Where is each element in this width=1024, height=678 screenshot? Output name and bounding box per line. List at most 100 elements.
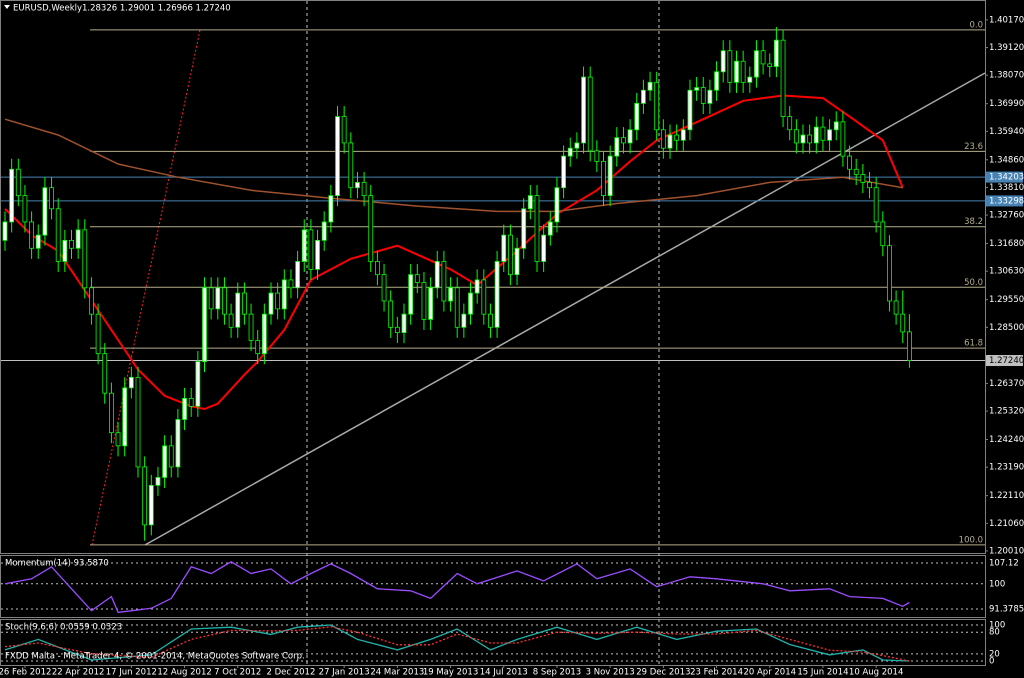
candle-body bbox=[168, 445, 174, 468]
y-tick-label: 1.35940 bbox=[989, 127, 1024, 137]
candle-body bbox=[853, 168, 859, 175]
candle-body bbox=[674, 134, 680, 141]
symbol-title: EURUSD,Weekly bbox=[13, 4, 82, 14]
candle-body bbox=[820, 126, 826, 141]
candle-body bbox=[707, 89, 713, 104]
candle-body bbox=[195, 361, 201, 407]
candle-body bbox=[840, 121, 846, 157]
x-tick-label: 29 Dec 2013 bbox=[636, 668, 690, 678]
y-tick-label: 1.31680 bbox=[989, 239, 1024, 249]
candle-body bbox=[348, 142, 354, 189]
y-tick-label: 1.36990 bbox=[989, 99, 1024, 109]
candle-body bbox=[355, 182, 360, 189]
candle-body bbox=[574, 142, 580, 149]
candle-body bbox=[641, 89, 646, 104]
candle-body bbox=[727, 50, 733, 83]
y-tick-label: 1.26370 bbox=[989, 379, 1024, 389]
candle-body bbox=[634, 103, 640, 131]
candle-body bbox=[388, 300, 394, 328]
y-tick-label: 20 bbox=[989, 649, 1000, 659]
candle-body bbox=[813, 126, 819, 144]
candle-body bbox=[833, 121, 839, 131]
indicator-label: Stoch(9,6,6) 0.0559 0.0323 bbox=[5, 623, 122, 633]
y-tick-label: 1.30630 bbox=[989, 267, 1024, 277]
indicator-line bbox=[4, 624, 910, 662]
fibo-label: 38.2 bbox=[964, 217, 983, 227]
candle-body bbox=[780, 39, 786, 117]
indicator-line bbox=[4, 118, 903, 213]
candle-body bbox=[315, 239, 320, 270]
candle-body bbox=[767, 63, 773, 67]
indicator-line bbox=[4, 94, 904, 411]
candle-body bbox=[301, 229, 307, 262]
candle-body bbox=[621, 137, 626, 144]
candle-body bbox=[15, 168, 21, 197]
y-tick-label: 91.3785 bbox=[989, 604, 1024, 614]
candle-body bbox=[321, 221, 327, 241]
candle-body bbox=[740, 60, 746, 83]
candle-body bbox=[481, 279, 487, 315]
candle-body bbox=[893, 300, 899, 315]
candle-body bbox=[793, 129, 799, 144]
x-tick-label: 15 Jun 2014 bbox=[797, 668, 848, 678]
candle-body bbox=[454, 287, 460, 328]
candle-body bbox=[148, 484, 154, 526]
candle-body bbox=[261, 313, 267, 355]
candle-body bbox=[800, 134, 806, 144]
menu-arrow[interactable] bbox=[4, 5, 10, 9]
y-tick-label: 100 bbox=[989, 621, 1005, 631]
y-tick-label: 80 bbox=[989, 628, 1000, 638]
y-tick-label: 1.20010 bbox=[989, 546, 1024, 556]
candle-body bbox=[754, 50, 759, 78]
candle-body bbox=[734, 60, 739, 83]
candle-body bbox=[175, 419, 181, 468]
candle-body bbox=[774, 39, 779, 67]
candle-body bbox=[82, 229, 88, 289]
candle-body bbox=[541, 234, 547, 262]
candle-body bbox=[328, 195, 334, 223]
candle-body bbox=[907, 331, 912, 361]
candle-body bbox=[860, 174, 866, 183]
candle-body bbox=[421, 282, 427, 320]
candle-body bbox=[401, 313, 407, 333]
candle-body bbox=[468, 292, 473, 315]
candle-body bbox=[215, 287, 221, 310]
candle-body bbox=[441, 261, 447, 302]
candle-body bbox=[202, 287, 207, 362]
fibo-label: 100.0 bbox=[959, 535, 983, 545]
candle-body bbox=[295, 261, 301, 289]
x-tick-label: 26 Feb 2012 bbox=[0, 668, 51, 678]
y-tick-label: 100 bbox=[989, 579, 1005, 589]
candle-body bbox=[594, 150, 600, 162]
y-tick-label: 1.23190 bbox=[989, 463, 1024, 473]
candle-body bbox=[867, 182, 872, 189]
price-label: 1.34203 bbox=[989, 173, 1024, 183]
candle-body bbox=[75, 229, 81, 249]
candle-body bbox=[607, 155, 613, 197]
y-tick-label: 1.25320 bbox=[989, 407, 1024, 417]
stoch-panel bbox=[0, 619, 986, 666]
candle-body bbox=[241, 292, 247, 315]
candle-body bbox=[601, 160, 606, 197]
candle-body bbox=[341, 116, 347, 144]
candle-body bbox=[660, 129, 666, 149]
candle-body bbox=[501, 234, 507, 262]
candle-body bbox=[567, 147, 573, 157]
candle-body bbox=[69, 239, 74, 249]
candle-body bbox=[807, 134, 813, 144]
x-tick-label: 12 Aug 2012 bbox=[157, 668, 211, 678]
y-tick-label: 0 bbox=[989, 657, 994, 667]
candle-body bbox=[162, 445, 168, 478]
momentum-panel bbox=[0, 555, 986, 618]
candle-body bbox=[587, 76, 593, 152]
candle-body bbox=[880, 221, 886, 247]
x-tick-label: 20 Apr 2014 bbox=[743, 668, 796, 678]
candle-body bbox=[49, 187, 54, 210]
candle-body bbox=[368, 195, 374, 262]
x-tick-label: 22 Apr 2012 bbox=[52, 668, 105, 678]
candle-body bbox=[488, 313, 493, 328]
candle-body bbox=[514, 247, 520, 276]
fibo-label: 0.0 bbox=[969, 20, 983, 30]
price-box bbox=[986, 355, 1023, 367]
